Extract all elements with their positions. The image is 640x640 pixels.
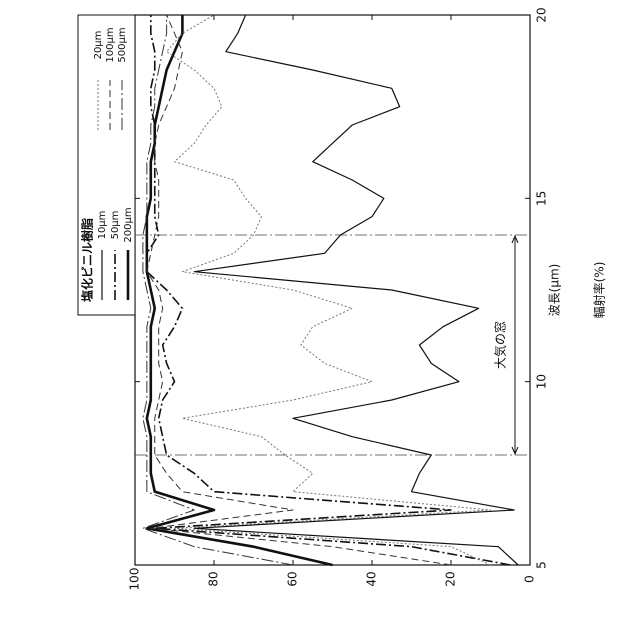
series-line (147, 15, 451, 565)
legend-label: 50μm (110, 211, 121, 240)
y-tick-label: 40 (365, 571, 379, 586)
y-axis-label: 輻射率(%) (592, 262, 607, 319)
legend-label: 20μm (93, 31, 104, 60)
annotation: 大気の窓 (493, 321, 508, 369)
legend-label: 200μm (123, 207, 134, 242)
x-tick-label: 5 (535, 561, 549, 569)
y-tick-label: 0 (523, 575, 537, 583)
series-line (194, 15, 518, 565)
series-line (147, 15, 510, 565)
y-tick-label: 20 (444, 571, 458, 586)
chart: 塩化ビニル樹脂 輻射率(%) 波長(μm) 0 20 40 60 80 100 5 10 15 2… (0, 0, 640, 640)
x-tick-label: 10 (535, 374, 549, 389)
legend-label: 10μm (97, 211, 108, 240)
x-tick-label: 20 (535, 7, 549, 22)
series-line (147, 15, 333, 565)
x-tick-label: 15 (535, 191, 549, 206)
plot-frame (135, 15, 530, 565)
y-tick-label: 80 (207, 571, 221, 586)
y-tick-label: 100 (128, 568, 142, 591)
x-axis-label: 波長(μm) (548, 264, 562, 317)
legend-label: 500μm (117, 27, 128, 62)
legend-label: 100μm (105, 27, 116, 62)
series-line (167, 15, 491, 565)
y-tick-label: 60 (286, 571, 300, 586)
legend-title: 塩化ビニル樹脂 (80, 218, 95, 302)
